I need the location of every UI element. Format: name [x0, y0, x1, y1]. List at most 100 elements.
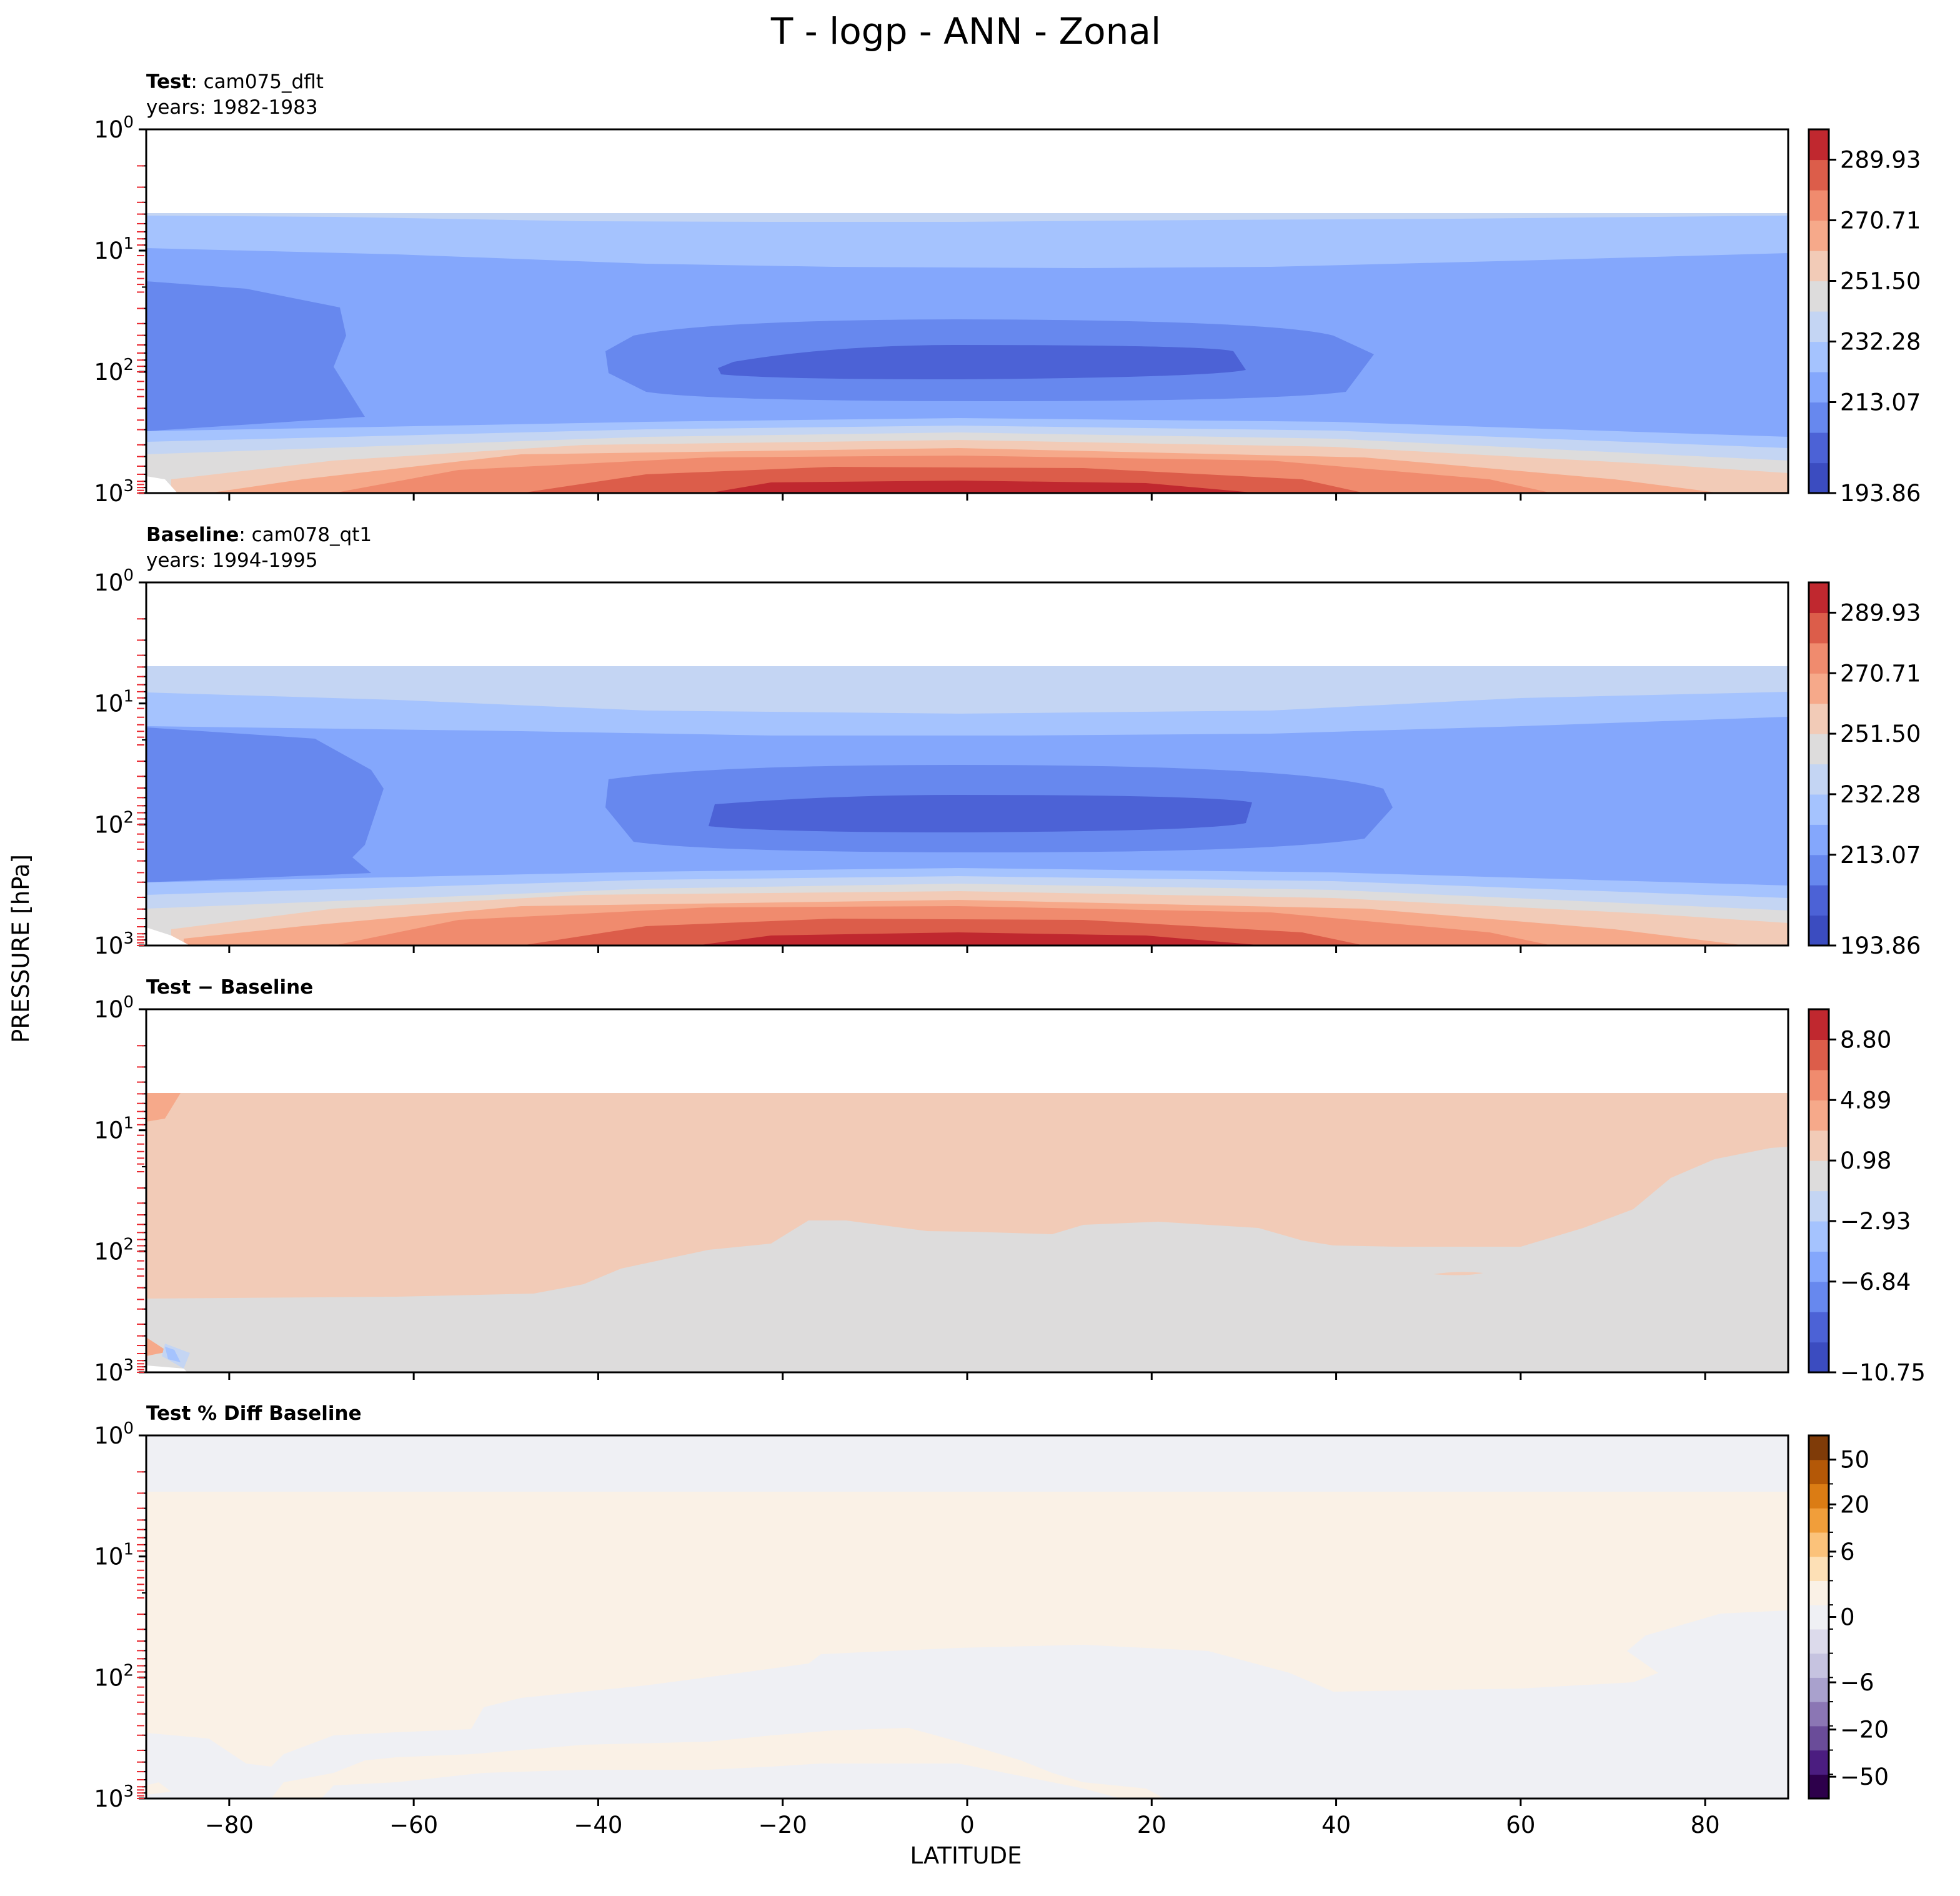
- panel-difference-label: Test − Baseline: [146, 976, 313, 999]
- colorbar-tick-label: 50: [1840, 1447, 1869, 1474]
- colorbar-tick-label: −6.84: [1840, 1269, 1911, 1295]
- panel-baseline-colorbar: 289.93 270.71 251.50 232.28 213.07 193.86: [1808, 581, 1921, 959]
- y-tick-label: 100: [94, 993, 134, 1023]
- pct-lower-band: [321, 1764, 1121, 1799]
- colorbar-segment: [1809, 1532, 1829, 1557]
- x-tick-label: −80: [205, 1812, 254, 1839]
- colorbar-segment: [1809, 1580, 1829, 1605]
- diff-bottom-white: [146, 1365, 187, 1372]
- baseline-corner-white: [146, 927, 190, 946]
- x-tick-label: 40: [1321, 1812, 1351, 1839]
- colorbar-segment: [1809, 220, 1829, 251]
- x-tick-label: 60: [1506, 1812, 1535, 1839]
- colorbar-segment: [1809, 372, 1829, 403]
- colorbar-tick-label: 20: [1840, 1491, 1869, 1518]
- y-tick-label: 103: [94, 477, 134, 507]
- colorbar-segment: [1809, 612, 1829, 644]
- colorbar-segment: [1809, 1160, 1829, 1192]
- panel-baseline-years: years: 1994-1995: [146, 549, 318, 572]
- colorbar-segment: [1809, 129, 1829, 161]
- colorbar-segment: [1809, 734, 1829, 765]
- colorbar-tick-label: −50: [1840, 1764, 1889, 1790]
- panel-test: Test: cam075_dflt years: 1982-1983 10010…: [94, 71, 1921, 507]
- colorbar-segment: [1809, 1484, 1829, 1509]
- colorbar-segment: [1809, 1629, 1829, 1654]
- figure-title: T - logp - ANN - Zonal: [770, 10, 1161, 52]
- colorbar-segment: [1809, 1653, 1829, 1678]
- x-tick-label: −60: [389, 1812, 438, 1839]
- colorbar-segment: [1809, 1435, 1829, 1460]
- panel-test-label-bold: Test: [146, 71, 191, 93]
- y-tick-label: 103: [94, 1782, 134, 1812]
- colorbar-segment: [1809, 854, 1829, 886]
- colorbar-segment: [1809, 1100, 1829, 1131]
- colorbar-frame: [1808, 1008, 1830, 1374]
- test-band-g: [718, 345, 1246, 379]
- colorbar-segment: [1809, 703, 1829, 734]
- colorbar-segment: [1809, 402, 1829, 433]
- colorbar-tick-label: 0.98: [1840, 1147, 1891, 1174]
- y-tick-label: 102: [94, 1235, 134, 1265]
- panel-percent-diff-yticks: 100 101 102 103: [94, 1419, 146, 1812]
- colorbar-segment: [1809, 462, 1829, 494]
- diff-lower-left-warm: [146, 1337, 168, 1356]
- y-tick-label: 100: [94, 566, 134, 596]
- colorbar-segment: [1809, 1702, 1829, 1727]
- colorbar-segment: [1809, 251, 1829, 282]
- y-tick-label: 101: [94, 234, 134, 264]
- y-tick-label: 102: [94, 356, 134, 386]
- colorbar-tick-label: 270.71: [1840, 207, 1921, 234]
- colorbar-segment: [1809, 1725, 1829, 1751]
- panel-baseline-plot: [146, 582, 1788, 946]
- panel-baseline-xticks: [228, 946, 1706, 953]
- baseline-band-g: [709, 795, 1252, 832]
- colorbar-segment: [1809, 1605, 1829, 1630]
- panel-percent-diff-label: Test % Diff Baseline: [146, 1402, 362, 1425]
- panel-baseline-label-rest: : cam078_qt1: [239, 524, 372, 546]
- colorbar-segment: [1809, 794, 1829, 825]
- colorbar-segment: [1809, 673, 1829, 704]
- colorbar-segment: [1809, 824, 1829, 856]
- colorbar-tick-label: 213.07: [1840, 389, 1921, 416]
- colorbar-segment: [1809, 885, 1829, 916]
- colorbar-segment: [1809, 1556, 1829, 1581]
- y-tick-label: 103: [94, 1356, 134, 1386]
- colorbar-segment: [1809, 915, 1829, 946]
- colorbar-tick-label: 251.50: [1840, 268, 1921, 295]
- test-corner-white: [146, 476, 177, 493]
- colorbar-segment: [1809, 311, 1829, 342]
- colorbar-segment: [1809, 642, 1829, 674]
- panel-baseline-label: Baseline: cam078_qt1: [146, 524, 372, 546]
- x-axis-label: LATITUDE: [910, 1842, 1022, 1869]
- x-tick-label: 20: [1137, 1812, 1167, 1839]
- colorbar-tick-label: 213.07: [1840, 842, 1921, 869]
- colorbar-segment: [1809, 1009, 1829, 1040]
- y-tick-label: 101: [94, 1540, 134, 1570]
- y-tick-label: 100: [94, 1419, 134, 1449]
- colorbar-segment: [1809, 1190, 1829, 1222]
- colorbar-tick-label: 4.89: [1840, 1087, 1891, 1114]
- colorbar-segment: [1809, 1281, 1829, 1312]
- colorbar-tick-label: 8.80: [1840, 1026, 1891, 1053]
- diff-near-zero: [146, 1147, 1788, 1372]
- colorbar-segment: [1809, 1459, 1829, 1485]
- baseline-band-f: [146, 727, 384, 882]
- panel-percent-diff-colorbar: 50 20 6 0 −6 −20 −50: [1808, 1434, 1889, 1800]
- colorbar-tick-label: 270.71: [1840, 660, 1921, 687]
- panel-percent-diff-plot: [146, 1435, 1788, 1799]
- y-tick-label: 103: [94, 929, 134, 959]
- colorbar-tick-label: 193.86: [1840, 480, 1921, 507]
- y-tick-label: 100: [94, 113, 134, 143]
- panel-test-label-rest: : cam075_dflt: [191, 71, 324, 93]
- panel-baseline-label-bold: Baseline: [146, 524, 239, 546]
- x-tick-label: −40: [574, 1812, 622, 1839]
- colorbar-segment: [1809, 582, 1829, 614]
- colorbar-segment: [1809, 432, 1829, 464]
- colorbar-segment: [1809, 1069, 1829, 1100]
- colorbar-segment: [1809, 1677, 1829, 1702]
- pct-slightly-positive: [146, 1492, 1788, 1767]
- colorbar-tick-label: −6: [1840, 1669, 1874, 1696]
- colorbar-frame: [1808, 581, 1830, 947]
- colorbar-tick-label: 232.28: [1840, 329, 1921, 356]
